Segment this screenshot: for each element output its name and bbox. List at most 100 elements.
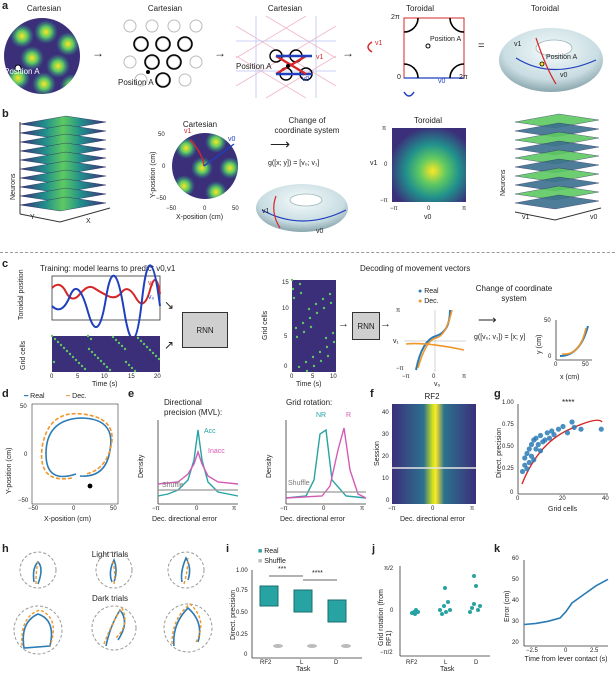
g-data-point [526, 459, 532, 466]
b-tor-ytick-1: π [382, 126, 387, 132]
panel-label-b: b [2, 108, 9, 120]
panel-label-a: a [2, 0, 9, 12]
k-line-plot [523, 560, 609, 647]
c-arrow-5: ⟶ [478, 312, 497, 327]
raster-spike [307, 307, 311, 311]
i-cat-d: D [334, 660, 339, 666]
a-v1-label: v1 [316, 54, 324, 61]
k-ytick-20: 20 [512, 640, 519, 646]
raster-spike [301, 321, 305, 325]
c-time2-label: Time (s) [296, 381, 322, 388]
i-ytick-075: 0.75 [236, 588, 248, 594]
raster-spike [93, 353, 97, 357]
i-legend-shuffle-text: Shuffle [264, 558, 286, 565]
d-legend-dec-text: Dec. [72, 393, 87, 400]
b-tor-xtick-3: π [462, 206, 467, 212]
d-ytick-50: 50 [20, 404, 27, 410]
e-xtick-2c: π [360, 506, 365, 512]
a-torus-3d [499, 28, 603, 92]
g-data-point [528, 441, 535, 448]
a-grid-circles [123, 19, 203, 88]
c-v0-trace: v₀ [148, 294, 155, 301]
d-trajectory-plot [31, 403, 119, 505]
a-zero: 0 [397, 74, 401, 81]
c-v1-axis: v₁ [393, 338, 399, 345]
b-neuron-stack-toroidal [514, 113, 602, 221]
b-toroidal-title: Toroidal [413, 116, 442, 125]
c-time-tick-5: 5 [76, 374, 80, 380]
c-v-xtick-2: 0 [432, 374, 436, 380]
e-right-title: Grid rotation: [286, 398, 333, 407]
a-title-3: Cartesian [267, 4, 303, 13]
a-position-a-4: Position A [430, 36, 462, 43]
c-v1-trace: v₁ [148, 280, 154, 287]
c-toroidal-position-label: Toroidal position [18, 269, 25, 320]
g-ytick-025: 0.25 [502, 466, 514, 472]
c-xcm-tick-50: 50 [582, 362, 589, 368]
f-ytick-40: 40 [382, 410, 389, 416]
b-tor-ytick-2: 0 [384, 162, 388, 168]
c-formula: g([v₀; v₁]) = [x; y] [474, 334, 526, 341]
g-data-point [524, 450, 530, 457]
b-tor-ytick-3: −π [380, 198, 388, 204]
i-legend-real-text: Real [264, 548, 279, 555]
e-xlabel-2: Dec. directional error [280, 516, 345, 523]
g-data-point [564, 430, 571, 436]
raster-spike [102, 362, 106, 366]
stack-layer [19, 169, 107, 185]
k-ytick-50: 50 [512, 577, 519, 583]
a-toroidal-square [367, 17, 465, 97]
a-position-a-1: Position A [4, 67, 40, 76]
c-grid-cells-raster-2 [290, 278, 336, 373]
c-time2-tick-0: 0 [290, 374, 294, 380]
c-time2-tick-5: 5 [311, 374, 315, 380]
c-time-tick-10: 10 [101, 374, 108, 380]
raster-spike [309, 325, 313, 329]
a-v0-label: v0 [302, 76, 310, 83]
g-data-point [544, 430, 550, 436]
raster-spike [68, 352, 72, 356]
b-tor-xlabel: v0 [424, 214, 432, 221]
k-ytick-30: 30 [512, 619, 519, 625]
c-legend-real: ● Real [418, 288, 439, 295]
b-cart-ylabel: Y-position (cm) [150, 151, 157, 198]
a-v1-torus: v1 [375, 40, 383, 47]
a-lattice-vectors [235, 15, 337, 99]
panel-label-k: k [494, 543, 501, 555]
g-data-point [560, 423, 566, 430]
stack-layer [19, 115, 107, 131]
e-left-title: Directional precision (MVL): [164, 398, 223, 417]
g-data-point [542, 437, 548, 443]
f-ytick-30: 30 [382, 432, 389, 438]
b-cartesian-heatmap [172, 133, 238, 199]
a-position-a-2: Position A [118, 78, 154, 87]
e-left-histogram [157, 420, 239, 505]
a-title-5: Toroidal [530, 4, 559, 13]
i-stars-2: **** [312, 570, 323, 577]
a-v0-torus3d: v0 [560, 72, 568, 79]
b-x-label: X [86, 218, 91, 225]
b-cart-ytick-1: 50 [158, 132, 165, 138]
raster-spike [62, 346, 66, 350]
raster-spike [329, 301, 333, 305]
g-data-point [524, 466, 530, 472]
c-arrow-1: ↘ [164, 298, 175, 312]
i-ytick-0: 0 [244, 652, 248, 658]
j-ytick-2: 0 [390, 608, 394, 614]
c-v-ytick-2: −π [396, 366, 404, 372]
stack-layer [514, 194, 600, 210]
b-cart-ytick-3: −50 [156, 196, 167, 202]
g-xtick-0: 0 [516, 496, 520, 502]
raster-spike [71, 355, 75, 359]
a-position-a-5: Position A [546, 54, 578, 61]
e-ylabel-1: Density [138, 454, 145, 478]
raster-spike [292, 296, 296, 300]
i-ytick-05: 0.50 [236, 610, 248, 616]
i-legend-real: ■ Real [258, 548, 279, 555]
b-cart-xlabel: X-position (cm) [176, 214, 224, 221]
b-cart-xtick-2: 0 [203, 206, 207, 212]
b-arrow-icon: ⟶ [270, 136, 291, 152]
raster-spike [117, 341, 121, 345]
d-legend-dec: ╍ Dec. [66, 393, 87, 400]
